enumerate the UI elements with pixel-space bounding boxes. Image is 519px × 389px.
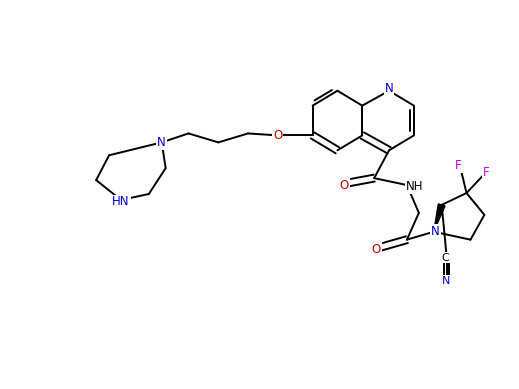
Text: HN: HN [112, 195, 130, 209]
Text: N: N [157, 136, 166, 149]
Text: O: O [372, 243, 381, 256]
Text: F: F [483, 166, 490, 179]
Text: NH: NH [406, 180, 424, 193]
Text: C: C [442, 252, 449, 263]
Text: N: N [442, 276, 450, 286]
Polygon shape [434, 204, 445, 232]
Text: N: N [431, 225, 440, 238]
Text: O: O [340, 179, 349, 191]
Text: N: N [385, 82, 393, 95]
Text: O: O [273, 129, 282, 142]
Text: F: F [455, 159, 462, 172]
